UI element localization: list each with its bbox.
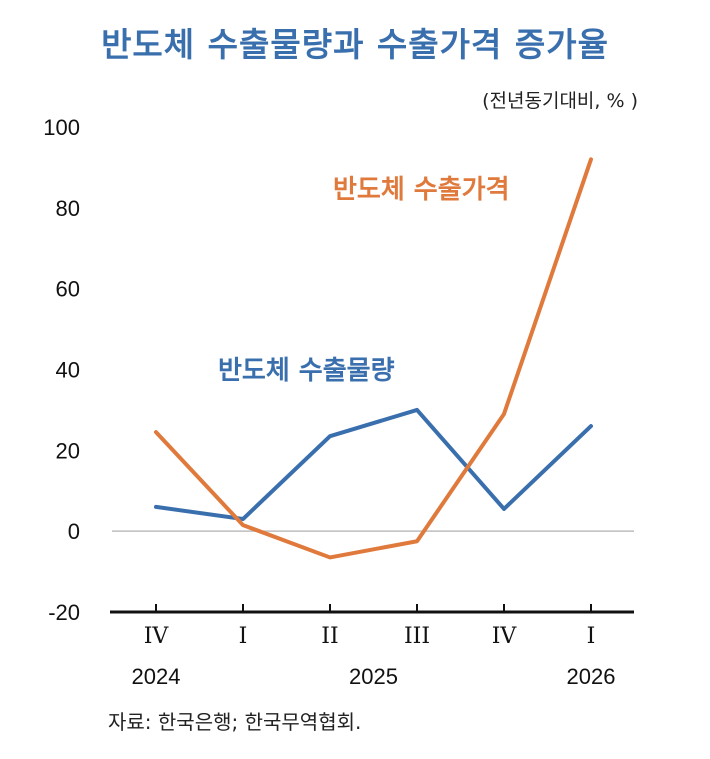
- x-tick-label: I: [587, 624, 596, 649]
- y-tick-label: -20: [48, 600, 80, 625]
- series-line-price: [154, 157, 593, 560]
- x-tick-label: I: [239, 624, 248, 649]
- x-year-label: 2025: [349, 664, 398, 689]
- x-axis-ticks: IV I II III IV I: [144, 604, 596, 649]
- y-tick-label: 20: [56, 438, 80, 463]
- source-note: 자료: 한국은행; 한국무역협회.: [108, 710, 362, 734]
- series-label-price: 반도체 수출가격: [333, 175, 510, 205]
- unit-label: (전년동기대비, % ): [482, 90, 638, 112]
- x-tick-label: II: [321, 624, 338, 649]
- series-line-volume: [154, 407, 593, 522]
- chart-title: 반도체 수출물량과 수출가격 증가율: [101, 25, 609, 64]
- y-tick-label: 40: [56, 358, 80, 383]
- x-axis-years: 2024 2025 2026: [132, 664, 616, 689]
- series-label-volume: 반도체 수출물량: [218, 356, 395, 386]
- y-tick-label: 100: [43, 115, 80, 140]
- x-year-label: 2024: [132, 664, 181, 689]
- y-axis-ticks: 100 80 60 40 20 0 -20: [43, 115, 80, 625]
- x-tick-label: III: [404, 624, 430, 649]
- x-tick-label: IV: [492, 624, 518, 649]
- x-tick-label: IV: [144, 624, 170, 649]
- series-lines: [154, 157, 593, 560]
- y-tick-label: 60: [56, 277, 80, 302]
- y-tick-label: 80: [56, 196, 80, 221]
- x-year-label: 2026: [567, 664, 616, 689]
- y-tick-label: 0: [68, 519, 80, 544]
